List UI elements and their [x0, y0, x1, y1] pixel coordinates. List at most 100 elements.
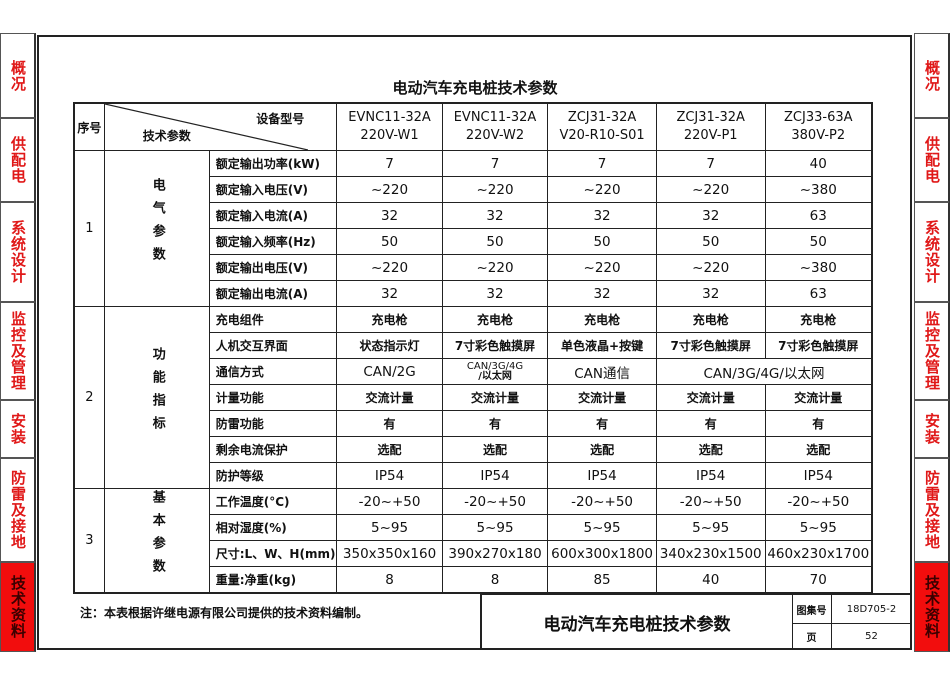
value-cell: 交流计量 [441, 384, 549, 411]
section-tab[interactable]: 技术资料 [914, 562, 950, 652]
model-header: EVNC11-32A 220V-W2 [441, 102, 549, 151]
value-cell: IP54 [764, 462, 873, 489]
section-tab-label: 概况 [923, 59, 941, 92]
section-tab[interactable]: 技术资料 [0, 562, 36, 652]
param-label: 人机交互界面 [208, 332, 338, 359]
model-variant: V20-R10-S01 [559, 128, 645, 143]
model-header: ZCJ33-63A 380V-P2 [764, 102, 873, 151]
section-tab[interactable]: 安装 [914, 400, 950, 458]
value-cell: -20~+50 [764, 488, 873, 515]
value-cell: 7寸彩色触摸屏 [764, 332, 873, 359]
value-cell: 选配 [441, 436, 549, 463]
value-cell: IP54 [441, 462, 549, 489]
value-cell: ~220 [441, 254, 549, 281]
table-row: 3 基本参数 工作温度(°C) -20~+50 -20~+50 -20~+50 -20~+5… [73, 488, 873, 594]
value-cell: 5~95 [655, 514, 766, 541]
value-cell: -20~+50 [441, 488, 549, 515]
value-cell: 有 [547, 410, 657, 437]
value-cell: 7 [547, 150, 657, 177]
value-cell: 选配 [655, 436, 766, 463]
value-cell: ~220 [336, 176, 443, 203]
section-tab[interactable]: 系统设计 [0, 202, 36, 302]
section-tab[interactable]: 系统设计 [914, 202, 950, 302]
section-tab-label: 系统设计 [9, 220, 27, 284]
param-label: 额定输入电压(V) [208, 176, 338, 203]
header-index: 序号 [73, 102, 105, 151]
value-cell: IP54 [547, 462, 657, 489]
model-name: ZCJ33-63A [784, 110, 853, 125]
value-cell: 50 [336, 228, 443, 255]
param-label: 额定输出电压(V) [208, 254, 338, 281]
section-tab[interactable]: 供配电 [0, 118, 36, 202]
value-cell: 选配 [764, 436, 873, 463]
model-name: ZCJ31-32A [567, 110, 637, 125]
section-tab[interactable]: 概况 [914, 33, 950, 118]
value-cell: CAN/2G [336, 358, 443, 385]
model-variant: 220V-W2 [465, 128, 525, 143]
group-category: 功能指标 [103, 306, 210, 489]
group-category: 电气参数 [103, 150, 210, 307]
value-line: /以太网 [478, 370, 512, 382]
value-cell: ~220 [655, 254, 766, 281]
value-cell: 充电枪 [336, 306, 443, 333]
value-cell: 32 [441, 202, 549, 229]
value-cell: 32 [547, 280, 657, 307]
value-cell: 50 [547, 228, 657, 255]
section-tab-label: 技术资料 [9, 575, 27, 639]
value-cell: 充电枪 [655, 306, 766, 333]
value-cell: 460x230x1700 [764, 540, 873, 567]
section-tab[interactable]: 供配电 [914, 118, 950, 202]
section-tab-label: 系统设计 [923, 220, 941, 284]
model-name: ZCJ31-32A [676, 110, 745, 125]
param-label: 防护等级 [208, 462, 338, 489]
atlas-number: 18D705-2 [832, 595, 912, 624]
value-cell: 状态指示灯 [336, 332, 443, 359]
table-row: 通信方式 CAN/2G CAN/3G/4G/以太网 CAN通信 CAN/3G/4G/以太… [74, 358, 873, 385]
value-cell: -20~+50 [655, 488, 766, 515]
value-cell: 7寸彩色触摸屏 [441, 332, 549, 359]
value-cell: 7 [655, 150, 766, 177]
value-cell: 选配 [547, 436, 657, 463]
value-cell: 有 [336, 410, 443, 437]
value-cell: 有 [764, 410, 873, 437]
section-tab[interactable]: 概况 [0, 33, 36, 118]
param-label: 充电组件 [208, 306, 338, 333]
section-tab[interactable]: 防雷及接地 [0, 458, 36, 562]
value-cell: 7寸彩色触摸屏 [655, 332, 766, 359]
value-cell: 32 [441, 280, 549, 307]
value-line: CAN/3G/4G [466, 360, 524, 372]
value-cell: 7 [336, 150, 443, 177]
value-cell: 32 [655, 202, 766, 229]
model-header: ZCJ31-32A V20-R10-S01 [547, 102, 657, 151]
table-row: 防雷功能有有有有有 [74, 410, 873, 437]
value-cell: 5~95 [441, 514, 549, 541]
section-tab-label: 监控及管理 [9, 311, 27, 391]
header-device-model: 设备型号 [256, 112, 305, 126]
param-label: 额定输出功率(kW) [208, 150, 338, 177]
value-cell: 32 [655, 280, 766, 307]
value-cell: 390x270x180 [441, 540, 549, 567]
table-row: 计量功能 交流计量 交流计量 交流计量 交流计量 交流计量 [74, 384, 873, 411]
param-label: 防雷功能 [208, 410, 338, 437]
value-cell: CAN/3G/4G/以太网 [441, 358, 549, 385]
section-tab-label: 安装 [923, 413, 941, 445]
value-cell: CAN通信 [547, 358, 657, 385]
section-tab[interactable]: 监控及管理 [0, 302, 36, 400]
section-tab-label: 技术资料 [923, 575, 941, 639]
section-tab[interactable]: 防雷及接地 [914, 458, 950, 562]
param-label: 额定输入电流(A) [208, 202, 338, 229]
section-tab[interactable]: 安装 [0, 400, 36, 458]
value-cell: 充电枪 [547, 306, 657, 333]
table-row: 重量:净重(kg) 8 8 85 40 70 [74, 566, 873, 594]
section-tab[interactable]: 监控及管理 [914, 302, 950, 400]
model-name: EVNC11-32A [453, 110, 537, 125]
value-cell-merged: CAN/3G/4G/以太网 [655, 358, 873, 385]
value-cell: 5~95 [336, 514, 443, 541]
value-cell: 40 [764, 150, 873, 177]
right-section-tabs: 概况供配电系统设计监控及管理安装防雷及接地技术资料 [914, 33, 950, 652]
value-cell: -20~+50 [547, 488, 657, 515]
value-cell: 50 [441, 228, 549, 255]
param-label: 通信方式 [208, 358, 338, 385]
param-label: 计量功能 [208, 384, 338, 411]
value-cell: ~220 [655, 176, 766, 203]
